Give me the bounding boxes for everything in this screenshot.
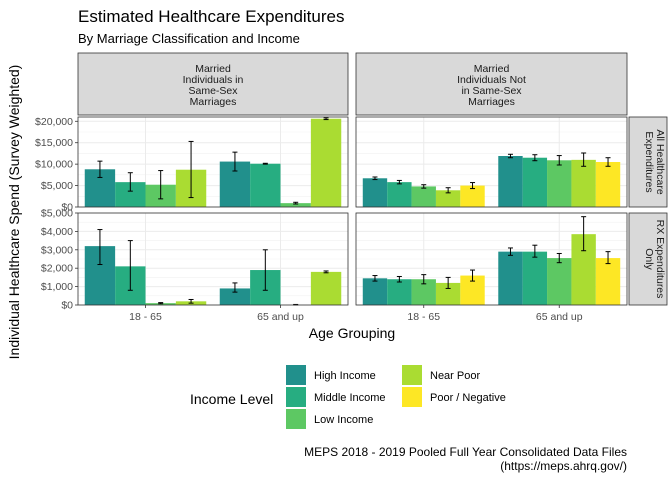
bar	[522, 157, 548, 207]
bar	[571, 159, 596, 207]
legend-swatch	[402, 387, 422, 407]
bar	[387, 182, 412, 207]
bar	[498, 156, 523, 207]
col-strip	[355, 52, 628, 116]
bar	[547, 258, 572, 305]
bar	[362, 178, 388, 207]
y-axis-title: Individual Healthcare Spend (Survey Weig…	[6, 65, 22, 360]
bar	[460, 185, 485, 207]
chart-title: Estimated Healthcare Expenditures	[78, 7, 344, 26]
bar	[411, 186, 436, 207]
y-tick-label: $0	[61, 202, 73, 214]
panel	[77, 116, 349, 208]
row-strip-label: All Healthcare	[654, 129, 666, 195]
bar	[310, 118, 342, 207]
bar	[387, 279, 412, 305]
legend-label: Middle Income	[314, 392, 386, 404]
bar	[362, 278, 388, 305]
col-strip-label: Individuals Not	[457, 74, 526, 86]
chart-subtitle: By Marriage Classification and Income	[78, 31, 300, 46]
panel	[355, 212, 628, 306]
y-tick-label: $2,000	[41, 263, 73, 275]
bar	[595, 162, 621, 207]
row-strip	[628, 212, 668, 306]
bar	[310, 271, 342, 305]
y-tick-label: $5,000	[41, 208, 73, 220]
col-strip-label: Married	[474, 63, 510, 75]
legend-label: Low Income	[314, 414, 373, 426]
bar	[595, 258, 621, 305]
bar	[219, 288, 251, 305]
legend-swatch	[286, 409, 306, 429]
x-tick-label: 18 - 65	[129, 311, 162, 323]
panel-border	[77, 212, 349, 306]
bar	[522, 251, 548, 305]
caption-line-2: (https://meps.ahrq.gov/)	[500, 459, 627, 473]
y-tick-label: $0	[61, 300, 73, 312]
legend-swatch	[286, 387, 306, 407]
x-tick-label: 65 and up	[257, 311, 304, 323]
col-strip-label: Individuals in	[183, 74, 244, 86]
y-tick-label: $15,000	[35, 137, 73, 149]
col-strip-label: Same-Sex	[188, 85, 238, 97]
col-strip	[77, 52, 349, 116]
legend-label: Near Poor	[430, 370, 480, 382]
col-strip-label: in Same-Sex	[461, 85, 522, 97]
panel	[355, 116, 628, 208]
row-strip-label: Only	[643, 248, 655, 270]
y-tick-label: $3,000	[41, 244, 73, 256]
panel-border	[355, 212, 628, 306]
caption-line-1: MEPS 2018 - 2019 Pooled Full Year Consol…	[304, 445, 627, 459]
col-strip-label: Married	[195, 63, 231, 75]
y-tick-label: $1,000	[41, 281, 73, 293]
y-tick-label: $10,000	[35, 159, 73, 171]
panel-border	[355, 116, 628, 208]
bar	[547, 160, 572, 207]
bar	[435, 282, 461, 305]
row-strip-label: Expenditures	[643, 131, 655, 192]
x-tick-label: 18 - 65	[407, 311, 440, 323]
col-strip-label: Marriages	[190, 96, 237, 108]
y-tick-label: $20,000	[35, 116, 73, 128]
legend-title: Income Level	[190, 391, 273, 407]
legend-items: High Income Middle Income Low Income Near P…	[286, 365, 506, 429]
legend-swatch	[286, 365, 306, 385]
bar	[250, 163, 281, 207]
legend-swatch	[402, 365, 422, 385]
x-tick-label: 65 and up	[536, 311, 583, 323]
y-tick-label: $4,000	[41, 226, 73, 238]
panel	[77, 212, 349, 306]
legend: Income Level High Income Middle Income Low…	[190, 365, 506, 429]
bar	[435, 190, 461, 207]
legend-label: High Income	[314, 370, 376, 382]
y-tick-label: $5,000	[41, 180, 73, 192]
bar	[280, 203, 311, 207]
x-axis-title: Age Grouping	[309, 325, 395, 341]
panel-border	[77, 116, 349, 208]
bar	[498, 251, 523, 305]
row-strip-label: RX Expenditures	[654, 220, 666, 299]
row-strip	[628, 116, 668, 208]
legend-label: Poor / Negative	[430, 392, 506, 404]
col-strip-label: Marriages	[468, 96, 515, 108]
